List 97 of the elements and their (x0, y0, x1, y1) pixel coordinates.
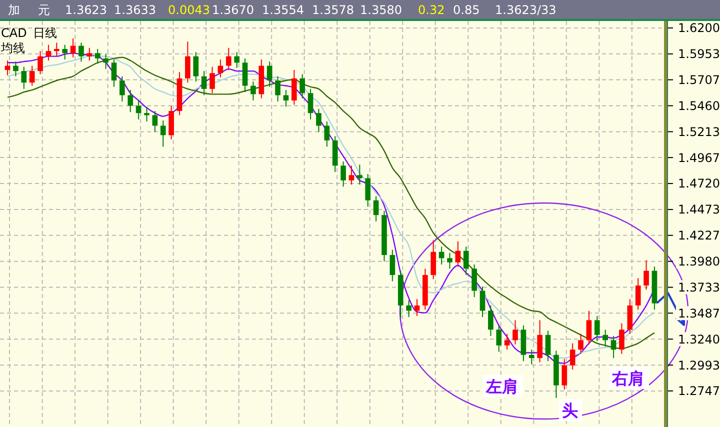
candlestick (193, 52, 199, 82)
annotation: 左肩 (485, 377, 518, 396)
text: 1.3554 (262, 3, 304, 17)
candlestick (348, 165, 354, 186)
text: 1.3578 (312, 3, 354, 17)
candlestick (13, 61, 18, 77)
text: 1.3623/33 (495, 3, 556, 17)
candlestick (406, 300, 412, 318)
candlestick (152, 110, 158, 133)
y-tick-label: 1.4720 (678, 176, 720, 191)
annotation: 右肩 (611, 369, 644, 388)
candlestick (562, 358, 568, 390)
y-tick-label: 1.2993 (678, 358, 720, 372)
y-tick-label: 1.3240 (678, 332, 720, 346)
candlestick (610, 335, 616, 359)
candlestick (447, 252, 452, 270)
candlestick (463, 246, 469, 276)
candlestick (324, 121, 330, 148)
candlestick (38, 50, 43, 75)
candlestick (103, 54, 108, 70)
candlestick (46, 44, 52, 62)
candlestick (226, 47, 232, 70)
candlestick (29, 65, 35, 86)
candlestick (21, 66, 27, 90)
candlestick (266, 61, 272, 88)
annotation: CAD (1, 26, 27, 40)
y-tick-label: 1.5460 (678, 98, 720, 113)
y-tick-label: 1.3733 (678, 280, 720, 294)
annotation: 头 (562, 401, 578, 420)
candlestick (528, 349, 534, 365)
y-tick-label: 1.5213 (678, 124, 720, 139)
candlestick (578, 333, 584, 354)
candlestick (373, 196, 379, 222)
candlestick (210, 66, 215, 94)
candlestick (644, 260, 649, 290)
candlestick (62, 44, 68, 60)
candlestick (111, 58, 117, 88)
candlestick (438, 246, 444, 265)
text: 1.3633 (114, 3, 156, 17)
candlestick (86, 47, 92, 62)
candlestick (635, 278, 641, 310)
y-tick-label: 1.4227 (678, 228, 720, 243)
text: 加 元 (8, 3, 50, 17)
candlestick (136, 100, 142, 120)
candlestick (185, 41, 190, 84)
candlestick (512, 320, 518, 345)
candlestick (201, 70, 207, 96)
y-tick-label: 1.6200 (678, 21, 720, 36)
y-tick-label: 1.3980 (678, 254, 720, 269)
candlestick (340, 160, 346, 188)
candlestick (619, 322, 624, 354)
y-tick-label: 1.5953 (678, 47, 720, 62)
candlestick (120, 76, 125, 102)
text: 1.3580 (360, 3, 402, 17)
candlestick (537, 320, 542, 363)
annotation: 均线 (0, 41, 25, 55)
candlestick (365, 174, 371, 208)
candlestick (602, 329, 608, 347)
candlestick (586, 310, 592, 345)
candlestick (545, 330, 551, 362)
candlestick (480, 286, 486, 318)
text: 1.3623 (65, 3, 107, 17)
candlestick (488, 304, 494, 336)
candlestick (234, 52, 240, 68)
y-tick-label: 1.5707 (678, 72, 720, 87)
candlestick (144, 106, 150, 122)
y-tick-label: 1.2747 (678, 384, 720, 398)
candlestick (357, 164, 362, 186)
y-tick-label: 1.4967 (678, 150, 720, 165)
candlestick (54, 42, 60, 57)
candlestick (283, 89, 289, 108)
candlestick (504, 333, 510, 350)
candlestick (570, 342, 576, 370)
candlestick (128, 89, 134, 113)
candlestick (390, 249, 396, 282)
candlestick (250, 81, 256, 101)
candlestick (160, 120, 166, 148)
candlestick (472, 264, 477, 298)
candlestick (308, 88, 314, 120)
y-tick-label: 1.4473 (678, 202, 720, 217)
y-tick-label: 1.3487 (678, 306, 720, 320)
candlestick (430, 240, 436, 280)
candlestick (455, 240, 461, 268)
text: 0.85 (453, 3, 480, 17)
candlestick (291, 69, 297, 106)
candlestick (94, 48, 100, 64)
candlestick (496, 324, 502, 352)
text: 1.3670 (212, 3, 254, 17)
text: 0.0043 (168, 3, 210, 17)
annotation: 日线 (33, 26, 57, 40)
text: 0.32 (418, 3, 445, 17)
candlestick (316, 108, 322, 133)
candlestick (594, 315, 600, 342)
candlestick (78, 42, 84, 62)
candlestick (275, 76, 280, 102)
candlestick (300, 74, 305, 99)
candlestick (242, 58, 248, 93)
